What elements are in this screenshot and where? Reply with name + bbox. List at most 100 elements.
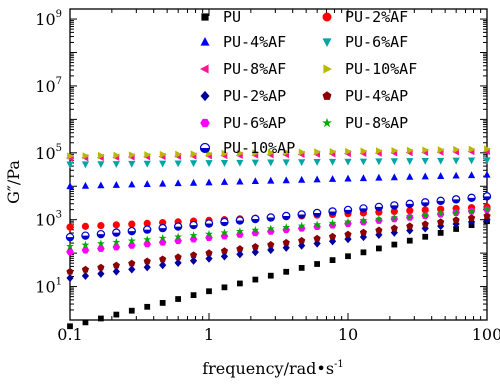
data-point <box>112 243 121 251</box>
data-point <box>345 253 351 260</box>
data-point <box>390 173 398 181</box>
data-point <box>174 237 182 245</box>
data-point <box>421 157 429 165</box>
data-point <box>143 225 152 234</box>
y-tick-label: 103 <box>35 210 62 230</box>
marker-fill <box>467 197 476 202</box>
data-point <box>267 241 275 248</box>
data-point <box>98 315 104 322</box>
data-point <box>113 151 121 159</box>
series-PU-8%AP <box>66 205 491 250</box>
legend-label: PU-10%AP <box>223 139 295 157</box>
data-point <box>375 173 383 181</box>
data-point <box>328 158 337 166</box>
marker-fill <box>328 211 337 216</box>
data-point <box>189 178 198 186</box>
legend-label: PU-6%AP <box>223 114 286 132</box>
data-point <box>421 210 430 219</box>
data-point <box>67 323 73 330</box>
data-point <box>359 174 368 182</box>
legend-item: PU-2%AF <box>322 8 408 26</box>
data-point <box>467 171 476 179</box>
legend-item: PU-6%AF <box>322 33 408 51</box>
marker-fill <box>359 208 368 213</box>
data-point <box>375 158 383 166</box>
data-point <box>174 179 182 187</box>
data-point <box>282 159 290 167</box>
data-point <box>267 176 275 184</box>
x-tick-label: 0.1 <box>57 325 82 344</box>
data-point <box>467 157 476 165</box>
data-point <box>359 228 368 236</box>
data-point <box>421 206 429 214</box>
data-point <box>266 224 275 232</box>
data-point <box>67 152 74 160</box>
series-PU-10%AP <box>65 192 492 242</box>
data-point <box>235 216 245 225</box>
data-point <box>204 219 214 228</box>
data-point <box>390 213 399 222</box>
data-point <box>190 292 197 299</box>
data-point <box>282 176 290 184</box>
y-tick-label: 109 <box>35 9 62 29</box>
data-point <box>406 146 414 154</box>
data-point <box>298 236 306 244</box>
data-point <box>452 219 460 229</box>
data-point <box>206 288 212 295</box>
data-point <box>467 214 476 221</box>
data-point <box>143 160 151 168</box>
data-point <box>391 241 398 248</box>
data-point <box>406 172 414 180</box>
data-point <box>173 222 183 231</box>
data-point <box>112 228 121 237</box>
data-point <box>436 209 445 218</box>
data-point <box>251 177 259 185</box>
data-point <box>483 170 491 178</box>
data-point <box>252 276 259 283</box>
data-point <box>158 223 167 233</box>
data-point <box>235 227 244 235</box>
data-point <box>112 267 120 276</box>
marker-fill <box>437 200 445 205</box>
data-point <box>158 239 167 246</box>
legend: PU PU-2%AF PU-4%AF PU-6%AF PU-8%AF PU-10%AF PU… <box>199 8 417 157</box>
data-point <box>159 300 166 306</box>
data-point <box>143 257 151 265</box>
data-point <box>267 228 275 235</box>
data-point <box>452 171 460 179</box>
marker-fill <box>220 222 229 226</box>
data-point <box>236 245 244 252</box>
data-point <box>314 261 320 267</box>
marker-fill <box>251 219 259 223</box>
marker-fill <box>282 215 290 220</box>
data-point <box>376 245 382 252</box>
data-point <box>97 161 105 169</box>
data-point <box>376 147 383 155</box>
data-point <box>96 229 106 239</box>
data-point <box>437 230 444 236</box>
data-point <box>159 150 167 159</box>
marker-fill <box>313 212 321 217</box>
data-point <box>112 261 120 269</box>
data-point <box>205 160 213 167</box>
data-point <box>175 150 183 158</box>
data-point <box>483 212 491 219</box>
data-point <box>81 222 90 230</box>
data-point <box>283 148 291 156</box>
data-point <box>390 201 399 210</box>
legend-marker <box>200 64 209 74</box>
data-point <box>313 220 322 228</box>
data-point <box>437 205 445 213</box>
data-point <box>298 175 306 183</box>
data-point <box>221 284 228 291</box>
data-point <box>422 233 429 240</box>
data-point <box>343 205 353 215</box>
x-tick-label: 100 <box>472 325 500 344</box>
legend-marker <box>200 118 210 128</box>
data-point <box>159 260 167 270</box>
data-point <box>390 224 398 232</box>
data-point <box>267 245 275 255</box>
data-point <box>328 207 337 216</box>
data-point <box>112 161 120 168</box>
series-PU-4%AF <box>66 170 491 190</box>
